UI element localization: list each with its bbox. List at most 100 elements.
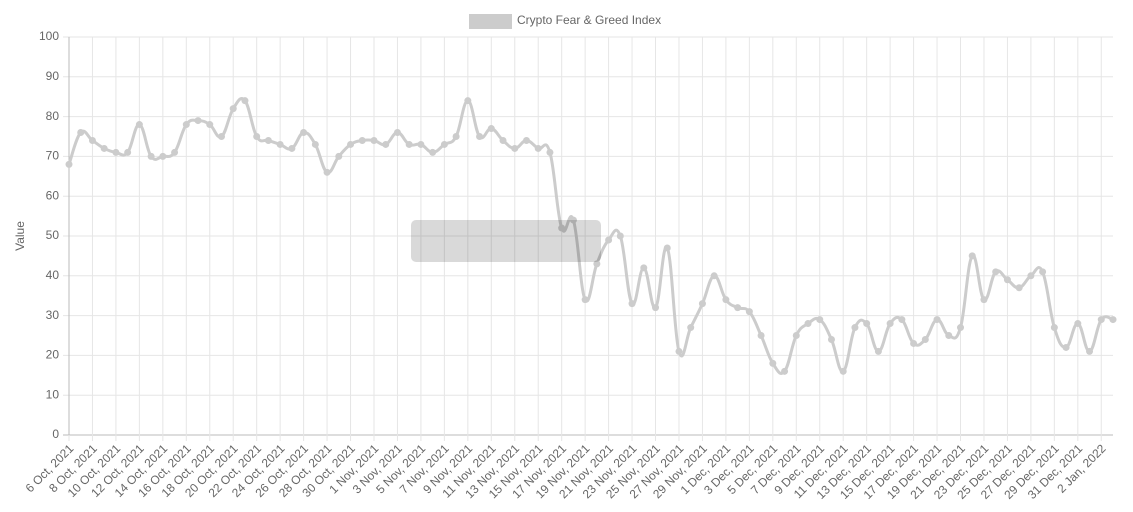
y-tick-label: 60 [46, 188, 60, 202]
data-point [933, 316, 941, 324]
y-tick-label: 40 [46, 268, 60, 282]
data-point [628, 300, 636, 308]
data-point [734, 304, 742, 312]
data-point [534, 144, 542, 152]
data-point [358, 136, 366, 144]
data-point [968, 252, 976, 260]
data-point [1027, 272, 1035, 280]
data-point [217, 133, 225, 140]
data-point [487, 125, 495, 133]
data-point [65, 160, 73, 168]
data-point [112, 148, 120, 156]
data-point [405, 140, 413, 148]
data-point [863, 320, 871, 328]
data-point [769, 359, 777, 367]
data-point [992, 268, 1000, 276]
data-point [757, 332, 765, 339]
data-point [698, 300, 706, 308]
data-point [605, 236, 613, 244]
data-point [827, 335, 835, 343]
data-point [229, 105, 237, 113]
data-point [558, 224, 566, 232]
data-point [323, 168, 331, 176]
y-tick-label: 50 [46, 228, 60, 242]
data-point [675, 347, 683, 355]
data-point [135, 121, 143, 129]
data-point [1003, 276, 1011, 284]
data-point [417, 140, 425, 148]
data-point [253, 133, 261, 140]
data-point [957, 324, 965, 332]
data-point [77, 129, 85, 137]
data-point [276, 140, 284, 148]
data-point [194, 117, 202, 125]
y-tick-label: 80 [46, 109, 60, 123]
data-point [640, 264, 648, 272]
data-point [300, 129, 308, 137]
data-point [522, 136, 530, 144]
data-point [511, 144, 519, 152]
y-axis-title: Value [13, 221, 27, 251]
y-tick-label: 10 [46, 387, 60, 401]
data-point [393, 129, 401, 137]
data-point [429, 148, 437, 156]
data-point [159, 152, 167, 160]
data-point [792, 332, 800, 339]
data-point [370, 136, 378, 144]
data-point [499, 136, 507, 144]
y-tick-label: 70 [46, 149, 60, 163]
data-point [100, 144, 108, 152]
data-point [382, 140, 390, 148]
data-point [335, 152, 343, 160]
data-point [898, 316, 906, 324]
data-point [804, 320, 812, 328]
data-point [147, 152, 155, 160]
data-point [1097, 316, 1105, 324]
data-point [124, 148, 132, 156]
data-point [1086, 347, 1094, 355]
data-point [921, 335, 929, 343]
data-point [464, 97, 472, 105]
data-point [663, 244, 671, 252]
data-point [581, 296, 589, 304]
data-point [171, 148, 179, 156]
legend-swatch[interactable] [469, 14, 512, 29]
data-point [1039, 268, 1047, 276]
data-point [745, 308, 753, 316]
data-point [546, 148, 554, 156]
data-point [781, 367, 789, 375]
data-point [886, 320, 894, 328]
data-point [241, 97, 249, 105]
data-point [206, 121, 214, 129]
y-tick-label: 100 [39, 29, 59, 43]
data-point [980, 296, 988, 304]
data-point [593, 260, 601, 268]
data-point [452, 133, 460, 140]
data-point [816, 316, 824, 324]
data-point [264, 136, 272, 144]
data-point [616, 232, 624, 240]
data-point [288, 144, 296, 152]
data-point [1062, 343, 1070, 351]
data-point [347, 140, 355, 148]
legend-label[interactable]: Crypto Fear & Greed Index [517, 13, 661, 27]
data-point [874, 347, 882, 355]
data-point [1050, 324, 1058, 332]
data-point [440, 140, 448, 148]
data-point [182, 121, 190, 129]
y-tick-label: 90 [46, 69, 60, 83]
y-tick-label: 30 [46, 308, 60, 322]
data-point [722, 296, 730, 304]
data-point [710, 272, 718, 280]
y-tick-label: 20 [46, 348, 60, 362]
data-point [687, 324, 695, 332]
data-point [1109, 316, 1117, 324]
data-point [910, 339, 918, 347]
tooltip [411, 220, 601, 262]
y-tick-label: 0 [52, 427, 59, 441]
data-point [1074, 320, 1082, 328]
data-point [851, 324, 859, 332]
data-point [88, 136, 96, 144]
data-point [476, 133, 484, 140]
